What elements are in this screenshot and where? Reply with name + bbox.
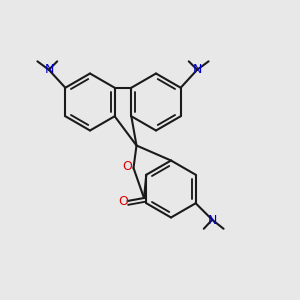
Text: N: N	[45, 63, 54, 76]
Text: O: O	[122, 160, 132, 173]
Text: N: N	[208, 214, 217, 227]
Text: O: O	[118, 195, 128, 208]
Text: N: N	[193, 63, 202, 76]
